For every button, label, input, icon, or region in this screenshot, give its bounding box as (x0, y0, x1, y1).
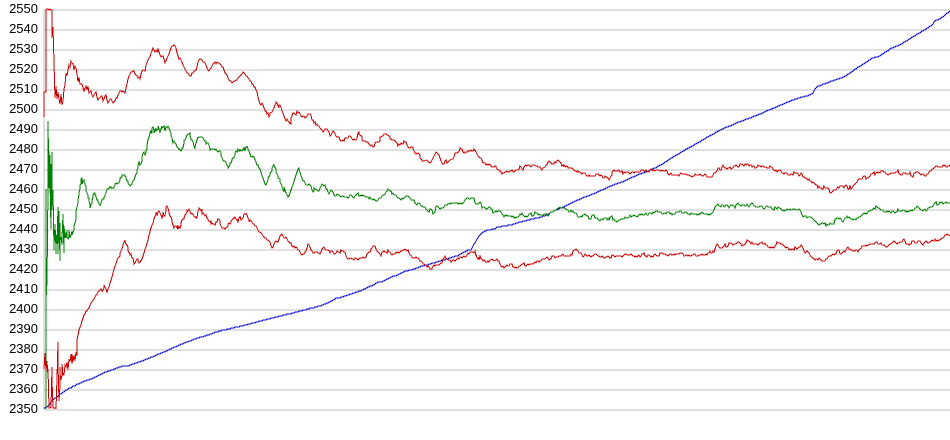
svg-text:2540: 2540 (9, 21, 38, 36)
svg-text:2410: 2410 (9, 281, 38, 296)
svg-text:2370: 2370 (9, 361, 38, 376)
svg-text:2350: 2350 (9, 401, 38, 416)
svg-text:2480: 2480 (9, 141, 38, 156)
svg-text:2390: 2390 (9, 321, 38, 336)
svg-text:2430: 2430 (9, 241, 38, 256)
svg-text:2550: 2550 (9, 1, 38, 16)
svg-text:2440: 2440 (9, 221, 38, 236)
svg-text:2490: 2490 (9, 121, 38, 136)
svg-text:2510: 2510 (9, 81, 38, 96)
svg-text:2460: 2460 (9, 181, 38, 196)
svg-text:2520: 2520 (9, 61, 38, 76)
svg-text:2500: 2500 (9, 101, 38, 116)
svg-text:2380: 2380 (9, 341, 38, 356)
svg-text:2360: 2360 (9, 381, 38, 396)
svg-text:2400: 2400 (9, 301, 38, 316)
svg-text:2450: 2450 (9, 201, 38, 216)
svg-text:2470: 2470 (9, 161, 38, 176)
svg-text:2530: 2530 (9, 41, 38, 56)
svg-text:2420: 2420 (9, 261, 38, 276)
